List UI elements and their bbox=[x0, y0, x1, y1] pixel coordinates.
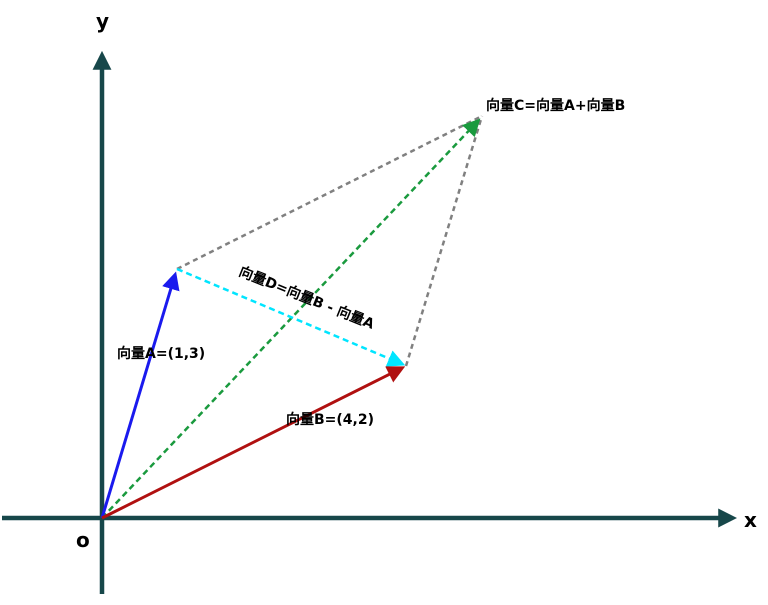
x-axis-label: x bbox=[744, 508, 757, 532]
origin-label: o bbox=[76, 528, 90, 552]
vector-a-label: 向量A=(1,3) bbox=[117, 345, 205, 362]
vector-d-label: 向量D=向量B - 向量A bbox=[237, 263, 377, 333]
vector-d-arrow bbox=[176, 267, 406, 367]
guide-line-a-to-c bbox=[176, 114, 483, 271]
vector-a-arrow bbox=[100, 271, 180, 519]
vector-b-label: 向量B=(4,2) bbox=[286, 411, 374, 428]
vector-c-arrow bbox=[101, 118, 481, 519]
vector-c-label: 向量C=向量A+向量B bbox=[486, 97, 625, 114]
guide-line-b-to-c bbox=[404, 115, 484, 367]
vector-b-arrow bbox=[101, 366, 406, 520]
y-axis-label: y bbox=[96, 9, 109, 33]
